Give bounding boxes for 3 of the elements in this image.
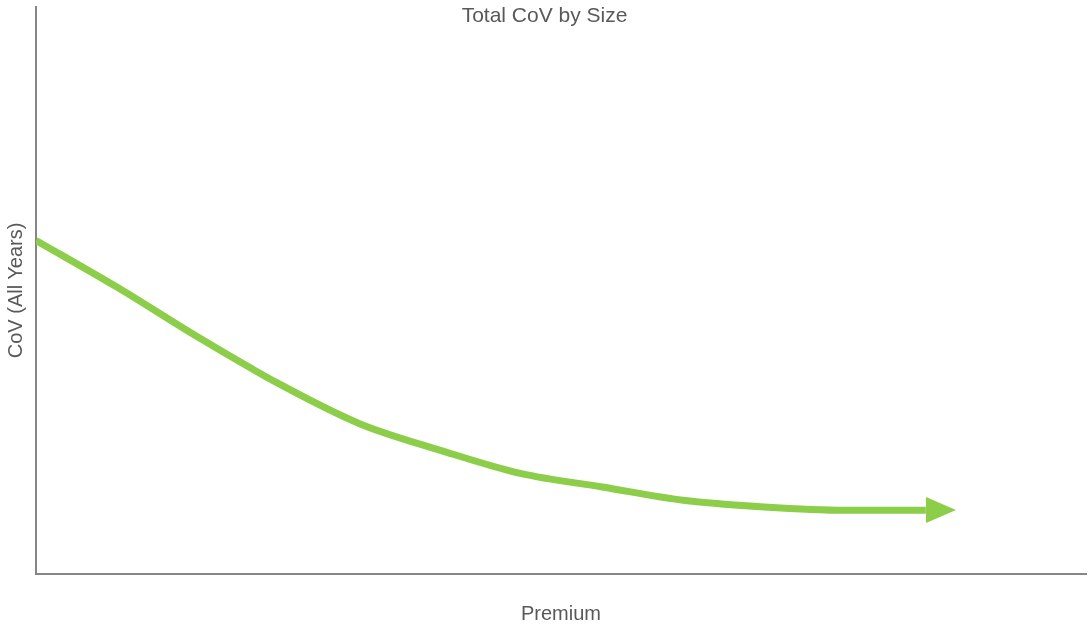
y-axis-title: CoV (All Years): [3, 222, 26, 359]
x-axis-title: Premium: [520, 601, 602, 624]
chart-title: Total CoV by Size: [461, 3, 628, 27]
